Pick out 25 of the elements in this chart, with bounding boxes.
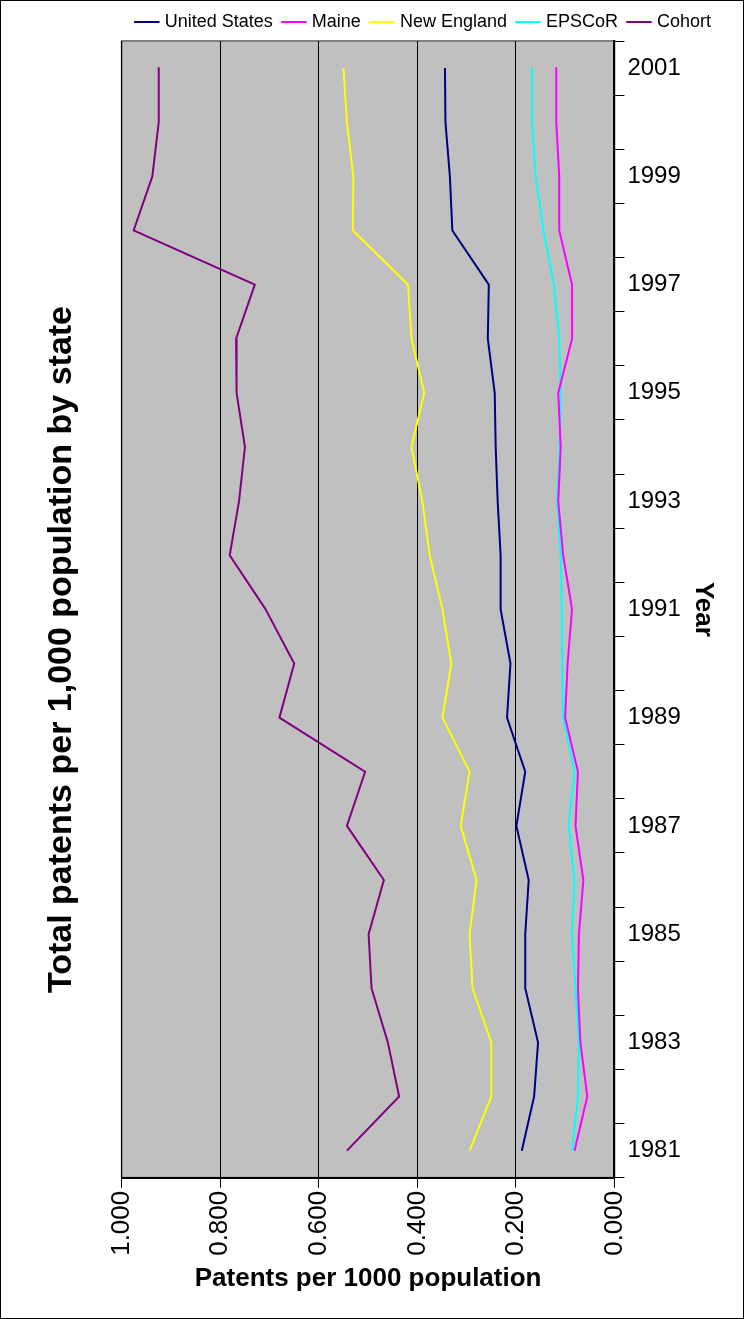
legend-label: EPSCoR: [545, 10, 618, 31]
y-tick-label: 1993: [627, 485, 681, 513]
x-tick-label: 0.800: [203, 1190, 234, 1256]
y-tick-label: 1981: [627, 1135, 681, 1163]
y-tick-label: 1995: [627, 377, 681, 405]
text: Total patents per 1,000 population by state: [39, 305, 78, 994]
legend-label: New England: [399, 10, 507, 31]
y-tick-label: 1991: [627, 593, 681, 621]
y-tick-label: 1997: [627, 269, 681, 297]
y-tick-label: 1989: [627, 702, 681, 730]
y-axis-title: Year: [690, 581, 721, 637]
x-tick-label: 0.400: [400, 1190, 431, 1256]
y-tick-label: 1999: [627, 160, 681, 188]
legend-label: Maine: [311, 10, 361, 31]
y-tick-label: 1985: [627, 918, 681, 946]
y-tick-label: 1983: [627, 1027, 681, 1055]
y-tick-label: 1987: [627, 810, 681, 838]
y-tick-label: 2001: [627, 52, 681, 80]
x-tick-label: 0.200: [499, 1190, 530, 1256]
legend-label: Cohort: [656, 10, 711, 31]
x-axis-title: Patents per 1000 population: [194, 1261, 542, 1292]
legend-label: United States: [164, 10, 273, 31]
x-tick-label: 1.000: [104, 1190, 135, 1256]
x-tick-label: 0.000: [597, 1190, 628, 1256]
x-tick-label: 0.600: [302, 1190, 333, 1256]
